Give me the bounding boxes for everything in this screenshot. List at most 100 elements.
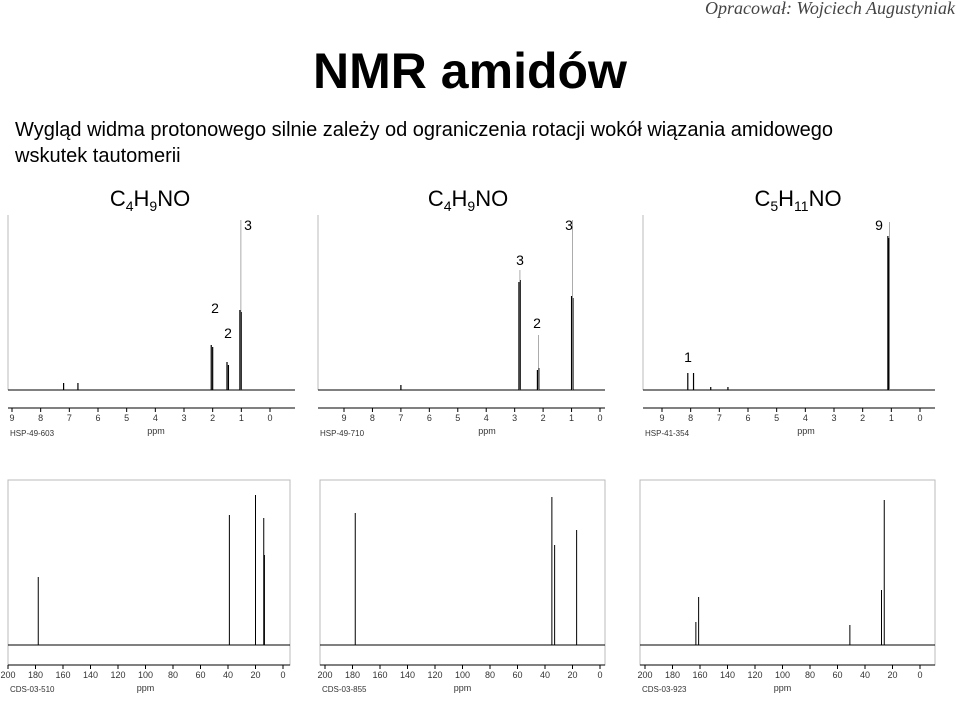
tick-label: 2 (210, 413, 215, 423)
tick-label: 5 (455, 413, 460, 423)
description-line: wskutek tautomerii (14, 145, 181, 167)
tick-label: 1 (889, 413, 894, 423)
formula-subscript: 9 (467, 198, 475, 214)
tick-label: 7 (67, 413, 72, 423)
formula-part: H (134, 186, 150, 211)
formula-subscript: 4 (444, 198, 452, 214)
tick-label: 20 (567, 670, 577, 680)
formula: C4H9NO (110, 186, 190, 214)
formula-part: NO (475, 186, 508, 211)
tick-label: 20 (250, 670, 260, 680)
tick-label: 40 (223, 670, 233, 680)
tick-label: 140 (83, 670, 98, 680)
tick-label: 20 (887, 670, 897, 680)
tick-label: 6 (427, 413, 432, 423)
frame (639, 479, 936, 666)
tick-label: 3 (831, 413, 836, 423)
tick-label: 80 (168, 670, 178, 680)
formula-part: NO (809, 186, 842, 211)
spectrum-code: CDS-03-510 (10, 685, 55, 694)
axis-unit: ppm (774, 683, 792, 693)
tick-label: 160 (372, 670, 387, 680)
tick-label: 5 (774, 413, 779, 423)
axis-unit: ppm (137, 683, 155, 693)
spectrum-code: HSP-41-354 (645, 429, 690, 438)
tick-label: 2 (860, 413, 865, 423)
tick-label: 60 (512, 670, 522, 680)
tick-label: 4 (153, 413, 158, 423)
tick-label: 3 (512, 413, 517, 423)
tick-label: 120 (747, 670, 762, 680)
tick-label: 8 (38, 413, 43, 423)
tick-label: 160 (55, 670, 70, 680)
integral-label: 3 (516, 252, 524, 268)
formula-part: C (110, 186, 126, 211)
axis-unit: ppm (147, 426, 165, 436)
integral-label: 9 (875, 217, 883, 233)
tick-label: 8 (688, 413, 693, 423)
tick-label: 8 (370, 413, 375, 423)
tick-label: 9 (659, 413, 664, 423)
tick-label: 200 (0, 670, 15, 680)
formula: C4H9NO (428, 186, 508, 214)
tick-label: 180 (28, 670, 43, 680)
tick-label: 140 (720, 670, 735, 680)
tick-label: 0 (280, 670, 285, 680)
tick-label: 7 (717, 413, 722, 423)
tick-label: 120 (110, 670, 125, 680)
integral-label: 2 (533, 315, 541, 331)
tick-label: 100 (138, 670, 153, 680)
frame (7, 479, 291, 666)
tick-label: 100 (775, 670, 790, 680)
formula-subscript: 4 (126, 198, 134, 214)
tick-label: 4 (484, 413, 489, 423)
formula-part: H (452, 186, 468, 211)
tick-label: 0 (267, 413, 272, 423)
tick-label: 6 (95, 413, 100, 423)
formula: C5H11NO (754, 186, 841, 214)
tick-label: 5 (124, 413, 129, 423)
tick-label: 60 (195, 670, 205, 680)
tick-label: 80 (805, 670, 815, 680)
formula-part: NO (157, 186, 190, 211)
tick-label: 180 (665, 670, 680, 680)
tick-label: 40 (540, 670, 550, 680)
tick-label: 1 (569, 413, 574, 423)
integral-label: 2 (211, 300, 219, 316)
integral-label: 1 (684, 349, 692, 365)
formula-subscript: 11 (794, 198, 809, 214)
tick-label: 0 (917, 413, 922, 423)
tick-label: 0 (917, 670, 922, 680)
tick-label: 80 (485, 670, 495, 680)
tick-label: 200 (637, 670, 652, 680)
axis-unit: ppm (797, 426, 815, 436)
tick-label: 7 (398, 413, 403, 423)
formula-subscript: 9 (149, 198, 157, 214)
spectrum-code: HSP-49-710 (320, 429, 365, 438)
tick-label: 0 (597, 670, 602, 680)
spectrum-code: CDS-03-855 (322, 685, 367, 694)
tick-label: 0 (597, 413, 602, 423)
tick-label: 3 (181, 413, 186, 423)
spectrum-code: CDS-03-923 (642, 685, 687, 694)
integral-label: 2 (224, 325, 232, 341)
tick-label: 6 (745, 413, 750, 423)
title: NMR amidów (313, 43, 627, 99)
integral-label: 3 (244, 217, 252, 233)
tick-label: 4 (803, 413, 808, 423)
integral-label: 3 (565, 217, 573, 233)
axis-unit: ppm (454, 683, 472, 693)
formula-subscript: 5 (770, 198, 778, 214)
tick-label: 2 (541, 413, 546, 423)
description-line: Wygląd widma protonowego silnie zależy o… (15, 119, 833, 141)
formula-part: C (428, 186, 444, 211)
tick-label: 100 (455, 670, 470, 680)
tick-label: 140 (400, 670, 415, 680)
tick-label: 9 (9, 413, 14, 423)
tick-label: 120 (427, 670, 442, 680)
formula-part: H (778, 186, 794, 211)
tick-label: 180 (345, 670, 360, 680)
formula-part: C (754, 186, 770, 211)
spectrum-code: HSP-49-603 (10, 429, 55, 438)
